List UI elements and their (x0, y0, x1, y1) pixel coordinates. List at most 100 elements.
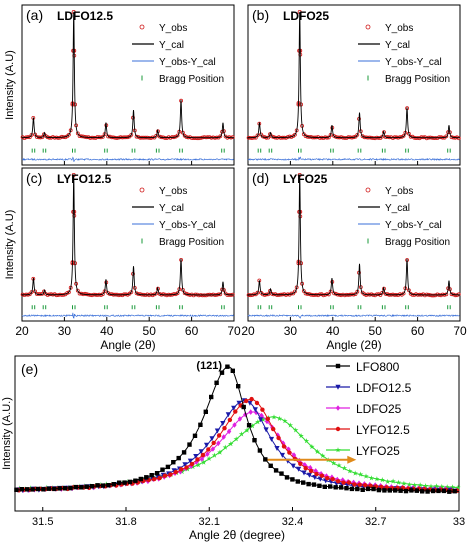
data-point (336, 462, 342, 468)
observed-point (401, 133, 406, 138)
data-point (322, 484, 327, 489)
calculated-line (22, 11, 234, 139)
observed-point (321, 293, 326, 298)
data-point (178, 468, 183, 475)
data-point (298, 433, 304, 439)
observed-point (202, 135, 207, 140)
y-axis-label: Intensity (A.U.) (1, 397, 13, 470)
legend-label: Y_obs (385, 186, 413, 197)
data-point (274, 446, 280, 451)
data-point (352, 482, 357, 487)
data-point (111, 482, 116, 487)
legend-marker-observed (365, 24, 371, 30)
observed-point (383, 292, 388, 296)
observed-point (332, 291, 337, 296)
x-tick-label: 60 (185, 324, 199, 338)
data-point (365, 486, 371, 492)
legend-label: LFO800 (356, 360, 400, 374)
data-point (193, 454, 199, 459)
data-point (335, 426, 341, 432)
observed-point (414, 292, 418, 297)
data-point (390, 478, 396, 484)
data-point (314, 471, 319, 477)
observed-point (369, 292, 374, 297)
panel-e: (e) 31.5 31.8 32.1 32.4 32.7 33 Angle 2θ (degre… (1, 355, 465, 542)
data-point (209, 394, 214, 400)
data-point (260, 407, 265, 412)
data-point (62, 486, 68, 491)
data-point (330, 477, 335, 482)
data-point (398, 488, 403, 493)
data-point (168, 472, 173, 477)
data-point (298, 461, 303, 466)
data-point (171, 460, 176, 465)
data-point (230, 368, 235, 373)
data-point (417, 482, 423, 488)
x-tick-label: 40 (326, 324, 340, 338)
data-point (395, 479, 402, 485)
x-tick-label: 20 (241, 324, 255, 338)
data-point (232, 422, 237, 428)
legend: Y_obs Y_cal Y_obs-Y_cal Bragg Position (358, 23, 450, 85)
observed-point (269, 134, 274, 139)
calculated-line (248, 174, 461, 296)
legend-label: Y_obs (385, 23, 413, 34)
data-point (271, 426, 276, 432)
data-point (314, 448, 320, 454)
observed-point (250, 136, 255, 141)
data-point (308, 468, 314, 474)
observed-point (175, 291, 180, 296)
observed-point (182, 291, 187, 296)
data-point (335, 447, 341, 453)
bragg-positions (31, 305, 225, 310)
panel-title: LDFO12.5 (57, 9, 113, 23)
data-point (30, 487, 35, 492)
panel-a: (a) LDFO12.5 Y_obs Y_cal Y_obs-Y_cal Bragg Po… (4, 4, 235, 166)
data-point (347, 468, 353, 474)
data-point (149, 473, 154, 478)
panel-label: (a) (26, 7, 43, 23)
data-point (198, 422, 203, 427)
data-point (133, 478, 138, 483)
observed-point (196, 293, 201, 298)
panel-d: (d) LYFO25 Y_obs Y_cal Y_obs-Y_cal Bragg Posi… (241, 167, 467, 352)
legend-label: LYFO25 (356, 444, 400, 458)
data-point (84, 484, 89, 489)
data-point (117, 480, 122, 485)
calculated-line (247, 11, 460, 139)
observed-point (444, 134, 449, 139)
x-tick-label: 40 (100, 324, 114, 338)
data-point (282, 418, 288, 424)
data-point (290, 477, 295, 482)
x-tick-label: 31.5 (32, 516, 53, 528)
observed-point (380, 290, 385, 295)
observed-point (29, 133, 34, 137)
data-point (414, 488, 419, 493)
data-point (225, 412, 231, 418)
observed-point (260, 134, 265, 139)
legend-label: LDFO12.5 (356, 381, 412, 395)
data-point (89, 484, 95, 489)
data-point (228, 441, 234, 447)
data-point (335, 479, 341, 484)
legend-marker-observed (139, 187, 145, 193)
legend: LFO800 LDFO12.5 LDFO25 LYFO12.5 LYFO25 (326, 360, 412, 458)
data-point (328, 484, 333, 489)
legend: Y_obs Y_cal Y_obs-Y_cal Bragg Position (358, 186, 450, 248)
x-tick-label: 30 (58, 324, 72, 338)
data-point (357, 482, 362, 487)
data-point (195, 462, 201, 468)
data-point (217, 449, 223, 455)
data-point (127, 479, 133, 485)
panel-title: LYFO12.5 (57, 172, 112, 186)
x-tick-label: 30 (284, 324, 298, 338)
data-point (195, 457, 200, 462)
bragg-positions (257, 148, 451, 153)
data-point (401, 480, 407, 486)
data-point (189, 461, 195, 467)
data-point (330, 460, 337, 466)
observed-point (200, 293, 205, 298)
data-point (301, 480, 306, 485)
observed-point (373, 136, 378, 141)
legend-label: Y_obs (159, 23, 187, 34)
